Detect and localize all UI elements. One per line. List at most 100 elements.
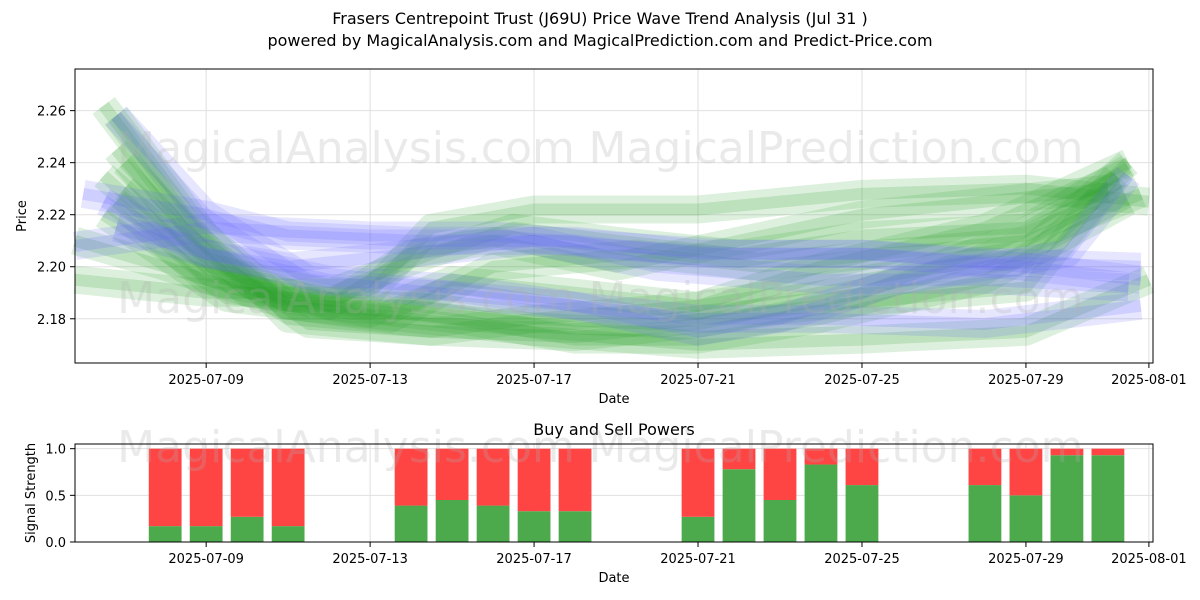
price-band-green-4 <box>113 153 1136 354</box>
top-plot-frame <box>74 68 1154 364</box>
price-band-blue-1 <box>80 180 1143 294</box>
buy-bar <box>845 485 879 542</box>
top-axis-ticks: 2025-07-09 2025-07-13 2025-07-17 2025-07-21… <box>37 105 1187 388</box>
price-line-green-6 <box>74 182 1150 299</box>
sell-bar <box>968 448 1002 486</box>
sell-bar <box>722 448 756 470</box>
bottom-axis-ticks: 2025-07-09 2025-07-13 2025-07-17 2025-07-21… <box>45 443 1186 567</box>
price-line-green-3 <box>111 145 1123 343</box>
bottom-y-tick-label: 0.0 <box>45 536 66 551</box>
sell-bar <box>271 448 305 527</box>
top-y-axis-label: Price <box>15 200 30 232</box>
chart-subtitle: powered by MagicalAnalysis.com and Magic… <box>267 31 933 50</box>
buy-bar <box>517 511 551 542</box>
buy-bar <box>1009 495 1043 542</box>
price-band-blue-2 <box>105 106 1140 346</box>
bottom-y-tick-label: 1.0 <box>45 443 66 458</box>
sell-bar <box>1091 448 1125 456</box>
price-line-blue-2 <box>111 111 1134 338</box>
top-y-tick-label: 2.26 <box>37 105 66 120</box>
top-x-tick-label: 2025-07-09 <box>168 373 244 388</box>
sell-bar <box>558 448 592 512</box>
bottom-x-tick-label: 2025-07-21 <box>660 552 736 567</box>
bottom-watermarks: MagicalAnalysis.com MagicalPrediction.com <box>117 422 1083 473</box>
top-y-tick-label: 2.20 <box>37 261 66 276</box>
bottom-x-axis-label: Date <box>598 571 629 586</box>
bottom-y-axis-label: Signal Strength <box>24 443 39 543</box>
buy-bar <box>1091 455 1125 542</box>
price-band-green-2 <box>104 107 1128 338</box>
price-band-green-10 <box>95 180 1146 333</box>
watermark: MagicalAnalysis.com <box>117 273 575 324</box>
top-x-tick-label: 2025-07-13 <box>332 373 408 388</box>
sell-bar <box>681 448 715 517</box>
buy-bar <box>763 500 797 542</box>
price-line-blue-4 <box>100 196 1142 330</box>
top-y-tick-label: 2.24 <box>37 157 66 172</box>
sell-bar <box>230 448 264 517</box>
price-line-green-5 <box>73 234 1152 351</box>
buy-bar <box>148 526 182 542</box>
price-band-green-1 <box>92 97 1138 346</box>
buy-bar <box>1050 455 1084 542</box>
chart-title: Frasers Centrepoint Trust (J69U) Price W… <box>332 9 868 28</box>
sell-bar <box>804 448 838 465</box>
top-y-tick-label: 2.18 <box>37 313 66 328</box>
watermark: MagicalPrediction.com <box>589 422 1084 473</box>
bottom-x-tick-label: 2025-07-25 <box>824 552 900 567</box>
bottom-x-tick-label: 2025-07-13 <box>332 552 408 567</box>
top-x-tick-label: 2025-07-29 <box>988 373 1064 388</box>
sell-bar <box>763 448 797 500</box>
sell-bar <box>189 448 223 527</box>
price-line-green-2 <box>111 112 1121 330</box>
watermark: MagicalPrediction.com <box>589 123 1084 174</box>
sell-bar <box>1050 448 1084 456</box>
price-band-green-5 <box>71 227 1155 359</box>
top-y-tick-label: 2.22 <box>37 209 66 224</box>
sell-bar <box>394 448 428 506</box>
price-band-blue-4 <box>97 189 1143 338</box>
price-band-blue-5 <box>112 214 1130 302</box>
bottom-chart-title: Buy and Sell Powers <box>533 420 695 439</box>
price-line-green-10 <box>100 188 1143 325</box>
buy-bar <box>681 516 715 542</box>
top-x-tick-label: 2025-07-25 <box>824 373 900 388</box>
price-line-green-9 <box>120 157 1131 320</box>
price-band-green-8 <box>106 174 1110 320</box>
buy-bar <box>968 485 1002 542</box>
top-watermarks: MagicalAnalysis.com MagicalPrediction.com… <box>117 123 1083 324</box>
top-x-tick-label: 2025-08-01 <box>1111 373 1187 388</box>
buy-bar <box>271 526 305 542</box>
bottom-y-tick-label: 0.5 <box>45 489 66 504</box>
buy-bar <box>394 505 428 542</box>
top-x-tick-label: 2025-07-17 <box>496 373 572 388</box>
price-line-green-4 <box>119 158 1132 346</box>
sell-bar <box>476 448 510 506</box>
price-band-green-6 <box>73 174 1151 307</box>
top-price-bands <box>71 97 1155 359</box>
buy-bar <box>189 526 223 542</box>
sell-bar <box>148 448 182 527</box>
price-band-blue-3 <box>73 213 1142 281</box>
watermark: MagicalAnalysis.com <box>117 422 575 473</box>
price-line-green-8 <box>112 182 1109 312</box>
price-line-green-7 <box>99 162 1132 299</box>
price-line-blue-1 <box>82 187 1142 286</box>
bottom-x-tick-label: 2025-07-17 <box>496 552 572 567</box>
watermark: MagicalAnalysis.com <box>117 123 575 174</box>
bottom-x-tick-label: 2025-08-01 <box>1111 552 1187 567</box>
price-band-green-9 <box>115 149 1135 328</box>
buy-bar <box>722 469 756 542</box>
bottom-x-tick-label: 2025-07-29 <box>988 552 1064 567</box>
price-band-green-7 <box>94 155 1136 307</box>
sell-bar <box>435 448 469 500</box>
bottom-x-tick-label: 2025-07-09 <box>168 552 244 567</box>
top-grid <box>75 69 1153 363</box>
price-line-blue-5 <box>114 221 1129 294</box>
bottom-bars <box>148 448 1125 542</box>
top-x-tick-label: 2025-07-21 <box>660 373 736 388</box>
watermark: MagicalPrediction.com <box>589 273 1084 324</box>
price-line-blue-3 <box>74 221 1141 273</box>
buy-bar <box>435 500 469 542</box>
